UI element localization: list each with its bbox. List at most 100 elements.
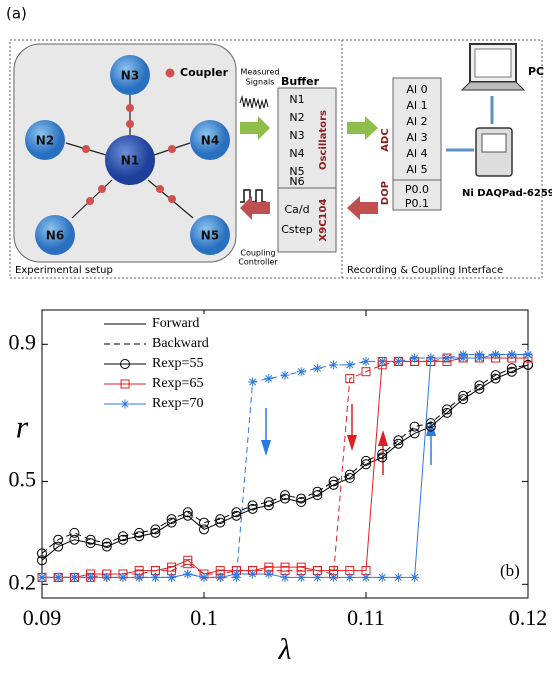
marker	[361, 367, 371, 377]
marker	[506, 363, 517, 374]
p-row: P0.1	[405, 197, 429, 210]
marker	[345, 360, 355, 370]
marker	[134, 527, 145, 538]
series-line	[41, 364, 529, 554]
arrow	[240, 116, 270, 140]
marker	[458, 390, 469, 401]
marker	[101, 541, 112, 552]
marker	[167, 572, 177, 582]
panel-label: (b)	[500, 561, 520, 580]
marker	[53, 541, 64, 552]
x-tick-label: 0.09	[23, 605, 62, 630]
marker	[166, 517, 177, 528]
marker	[134, 572, 144, 582]
marker	[345, 572, 355, 582]
marker	[199, 517, 209, 528]
y-tick-label: 0.5	[9, 466, 37, 491]
marker	[263, 497, 274, 507]
marker	[329, 572, 339, 582]
signals-label: Signals	[246, 78, 275, 87]
ai-row: AI 5	[406, 163, 427, 176]
x-tick-label: 0.11	[347, 605, 385, 630]
legend-label: Forward	[152, 316, 199, 331]
x-tick-label: 0.1	[190, 605, 218, 630]
panel-label: (a)	[6, 5, 27, 23]
marker	[263, 500, 274, 511]
daq-box	[392, 77, 442, 211]
marker	[231, 510, 242, 521]
transition-arrows	[261, 404, 436, 475]
marker	[393, 572, 403, 582]
arrow	[240, 196, 270, 220]
marker	[183, 569, 193, 579]
marker	[183, 559, 193, 569]
controller-label: Coupling	[240, 249, 275, 258]
ai-row: AI 0	[406, 83, 427, 96]
marker	[166, 514, 177, 525]
marker	[474, 380, 485, 391]
legend-label: Backward	[152, 336, 209, 351]
legend-marker	[120, 359, 130, 369]
marker	[37, 572, 47, 582]
pc-icon	[460, 43, 526, 91]
x-tick-label: 0.12	[509, 605, 548, 630]
legend-label: Rexp=70	[152, 396, 203, 411]
marker	[361, 572, 371, 582]
plot-frame	[41, 309, 529, 599]
node-label: N2	[36, 134, 54, 148]
node-label: N3	[121, 69, 139, 83]
marker	[393, 435, 404, 446]
marker	[377, 572, 387, 582]
buffer-row: N2	[289, 111, 304, 124]
marker	[53, 572, 63, 582]
controller-row: Ca/d	[284, 203, 309, 216]
marker	[85, 538, 96, 549]
marker	[248, 569, 258, 579]
y-axis-label: r	[16, 408, 29, 444]
marker	[361, 455, 371, 466]
marker	[523, 359, 533, 370]
marker	[69, 534, 80, 545]
marker	[101, 538, 112, 549]
marker	[344, 469, 355, 480]
node-label: N4	[201, 134, 219, 148]
buffer-row: N4	[289, 147, 304, 160]
marker	[296, 497, 307, 507]
marker	[118, 534, 128, 545]
marker	[296, 572, 306, 582]
nodes	[25, 55, 230, 255]
coupler-label: Coupler	[180, 66, 229, 79]
marker	[150, 572, 160, 582]
marker	[264, 374, 274, 384]
marker	[410, 353, 420, 363]
ai-row: AI 4	[406, 147, 427, 160]
marker	[247, 503, 258, 514]
buffer-row: N5	[289, 165, 304, 178]
marker	[85, 534, 96, 545]
marker	[393, 356, 403, 366]
marker	[182, 510, 193, 521]
marker	[506, 366, 517, 377]
marker	[410, 572, 420, 582]
marker	[345, 374, 355, 384]
marker	[215, 514, 226, 525]
marker	[312, 572, 322, 582]
marker	[490, 373, 501, 384]
ai-row: AI 3	[406, 131, 427, 144]
marker	[507, 350, 517, 360]
marker	[231, 572, 241, 582]
marker	[199, 524, 209, 535]
legend-label: Rexp=55	[152, 356, 203, 371]
marker	[248, 377, 258, 387]
legend-marker	[120, 399, 130, 409]
marker	[86, 572, 96, 582]
chip-label: X9C104	[318, 199, 329, 242]
marker	[409, 428, 420, 439]
daq-icon	[475, 127, 513, 177]
waveform	[239, 95, 269, 110]
marker	[490, 370, 501, 381]
marker	[474, 350, 484, 360]
node-label: N1	[121, 154, 139, 168]
arrow	[347, 116, 378, 140]
marker	[377, 452, 388, 463]
